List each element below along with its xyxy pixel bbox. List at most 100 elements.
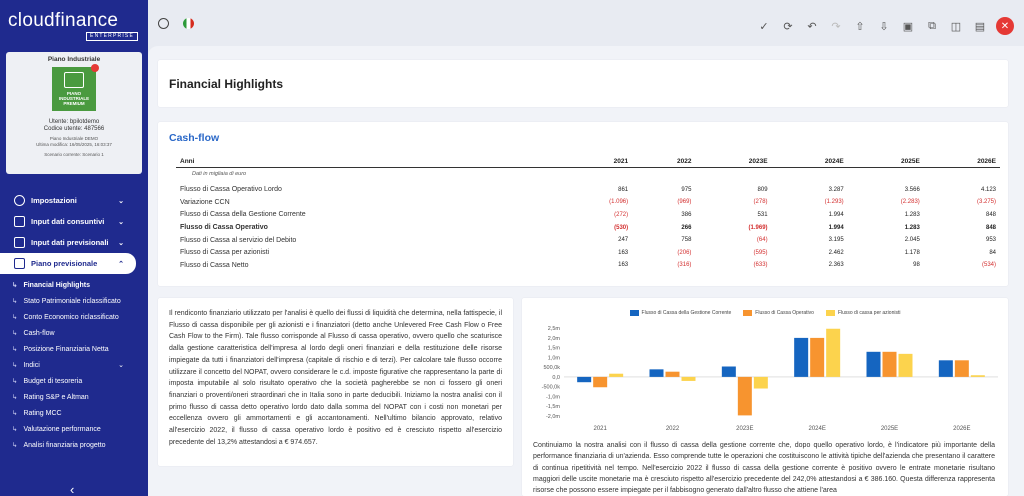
submenu-label: Financial Highlights <box>23 281 90 289</box>
chevron-down-icon: ⌄ <box>118 362 124 369</box>
subitem-arrow-icon: ↳ <box>12 282 18 289</box>
submenu-rating-sp-altman[interactable]: ↳ Rating S&P e Altman <box>0 389 148 405</box>
row-value: (1.969) <box>748 224 768 231</box>
last-modified: Ultima modifica: 16/05/2025, 16:03:37 <box>36 142 112 147</box>
legend-label: Flusso di Cassa Operativo <box>755 310 814 316</box>
analysis-text: Il rendiconto finanziario utilizzato per… <box>169 310 502 446</box>
chart-analysis-text: Continuiamo la nostra analisi con il flu… <box>533 442 995 495</box>
bar[interactable] <box>866 351 881 377</box>
columns-icon[interactable]: ◫ <box>950 20 962 33</box>
row-value: 1.283 <box>904 211 920 218</box>
row-value: 163 <box>618 262 629 269</box>
chevron-up-icon: ⌃ <box>118 261 124 268</box>
row-value: 266 <box>681 224 692 231</box>
sidebar-menu: Impostazioni ⌄ Input dati consuntivi ⌄ Inp… <box>0 190 148 453</box>
table-icon[interactable]: ▤ <box>974 20 986 33</box>
submenu-rating-mcc[interactable]: ↳ Rating MCC <box>0 405 148 421</box>
row-value: 247 <box>618 237 629 244</box>
submenu-label: Analisi finanziaria progetto <box>23 441 106 449</box>
edit-icon <box>14 237 25 248</box>
subitem-arrow-icon: ↳ <box>12 298 18 305</box>
row-label: Flusso di Cassa al servizio del Debito <box>180 236 297 244</box>
row-value: 3.195 <box>828 237 844 244</box>
table-header: 2024E <box>771 156 848 168</box>
legend-swatch <box>629 310 639 316</box>
row-value: 386 <box>681 211 692 218</box>
bar[interactable] <box>577 376 592 383</box>
sidebar-item-consuntivi[interactable]: Input dati consuntivi ⌄ <box>0 211 148 232</box>
subitem-arrow-icon: ↳ <box>12 394 18 401</box>
download-icon[interactable]: ⇩ <box>879 20 889 33</box>
bar[interactable] <box>649 369 664 377</box>
collapse-sidebar-icon[interactable]: ‹ <box>70 482 75 496</box>
sidebar-item-previsionali[interactable]: Input dati previsionali ⌄ <box>0 232 148 253</box>
redo-icon[interactable]: ↷ <box>831 20 841 33</box>
y-tick-label: 2,5m <box>548 326 561 332</box>
row-value: 848 <box>985 224 996 231</box>
submenu-conto-economico[interactable]: ↳ Conto Economico riclassificato <box>0 309 148 325</box>
row-value: (2.283) <box>900 199 920 206</box>
y-tick-label: -1,0m <box>546 394 560 400</box>
analysis-text-panel: Il rendiconto finanziario utilizzato per… <box>158 298 513 466</box>
row-value: (206) <box>677 249 692 256</box>
bar[interactable] <box>898 353 913 377</box>
legend-item[interactable]: Flusso di Cassa della Gestione Corrente <box>629 310 731 316</box>
submenu-budget-tesoreria[interactable]: ↳ Budget di tesoreria <box>0 373 148 389</box>
bar[interactable] <box>882 351 897 377</box>
legend-item[interactable]: Flusso di Cassa Operativo <box>743 310 814 316</box>
bar[interactable] <box>593 376 608 388</box>
bar[interactable] <box>954 360 969 377</box>
submenu-indici[interactable]: ↳ Indici ⌄ <box>0 357 148 373</box>
submenu-label: Rating S&P e Altman <box>23 393 89 401</box>
italian-flag-icon[interactable] <box>183 18 194 29</box>
bar[interactable] <box>665 371 680 377</box>
refresh-icon[interactable]: ⟳ <box>783 20 793 33</box>
submenu-financial-highlights[interactable]: ↳ Financial Highlights <box>0 277 148 293</box>
submenu-valutazione-performance[interactable]: ↳ Valutazione performance <box>0 421 148 437</box>
cashflow-table: Anni 2021 2022 2023E 2024E 2025E 2026E D… <box>176 156 1000 272</box>
logo-text: cloudfinance <box>8 10 119 31</box>
legend-item[interactable]: Flusso di cassa per azionisti <box>825 310 901 316</box>
sidebar: cloudfinance ENTERPRISE Piano Industrial… <box>0 0 148 496</box>
bar[interactable] <box>721 366 736 377</box>
row-value: (530) <box>614 224 629 231</box>
bar[interactable] <box>826 328 841 377</box>
user-code: Codice utente: 487566 <box>43 126 105 132</box>
menu-label: Input dati consuntivi <box>31 217 105 226</box>
bar[interactable] <box>753 376 768 389</box>
bar[interactable] <box>938 360 953 377</box>
subitem-arrow-icon: ↳ <box>12 362 18 369</box>
close-button[interactable]: ✕ <box>996 17 1014 35</box>
save-icon[interactable]: ▣ <box>902 20 914 33</box>
y-tick-label: 2,0m <box>548 336 561 342</box>
submenu-posizione-finanziaria[interactable]: ↳ Posizione Finanziaria Netta <box>0 341 148 357</box>
help-icon[interactable] <box>158 18 169 29</box>
subitem-arrow-icon: ↳ <box>12 426 18 433</box>
copy-icon[interactable]: ⧉ <box>928 19 936 32</box>
bar[interactable] <box>810 337 825 377</box>
x-tick-label: 2021 <box>593 426 607 432</box>
bar[interactable] <box>970 375 985 377</box>
submenu-analisi-progetto[interactable]: ↳ Analisi finanziaria progetto <box>0 437 148 453</box>
legend-label: Flusso di cassa per azionisti <box>837 310 901 316</box>
check-icon[interactable]: ✓ <box>759 20 769 33</box>
upload-icon[interactable]: ⇧ <box>855 20 865 33</box>
page-title: Financial Highlights <box>169 77 284 91</box>
menu-label: Impostazioni <box>31 196 77 205</box>
bar[interactable] <box>737 376 752 416</box>
y-tick-label: 1,0m <box>548 355 561 361</box>
submenu-label: Rating MCC <box>23 409 62 417</box>
undo-icon[interactable]: ↶ <box>807 20 817 33</box>
chevron-down-icon: ⌄ <box>118 240 124 247</box>
bar[interactable] <box>794 337 809 377</box>
row-value: (316) <box>677 262 692 269</box>
y-tick-label: 1,5m <box>548 346 561 352</box>
sidebar-item-impostazioni[interactable]: Impostazioni ⌄ <box>0 190 148 211</box>
row-value: 861 <box>618 186 629 193</box>
badge-chart-icon <box>64 72 84 88</box>
sidebar-item-piano-previsionale[interactable]: Piano previsionale ⌃ <box>0 253 136 274</box>
submenu-cash-flow[interactable]: ↳ Cash-flow <box>0 325 148 341</box>
bar[interactable] <box>681 376 696 381</box>
bar[interactable] <box>609 373 624 377</box>
submenu-stato-patrimoniale[interactable]: ↳ Stato Patrimoniale riclassificato <box>0 293 148 309</box>
